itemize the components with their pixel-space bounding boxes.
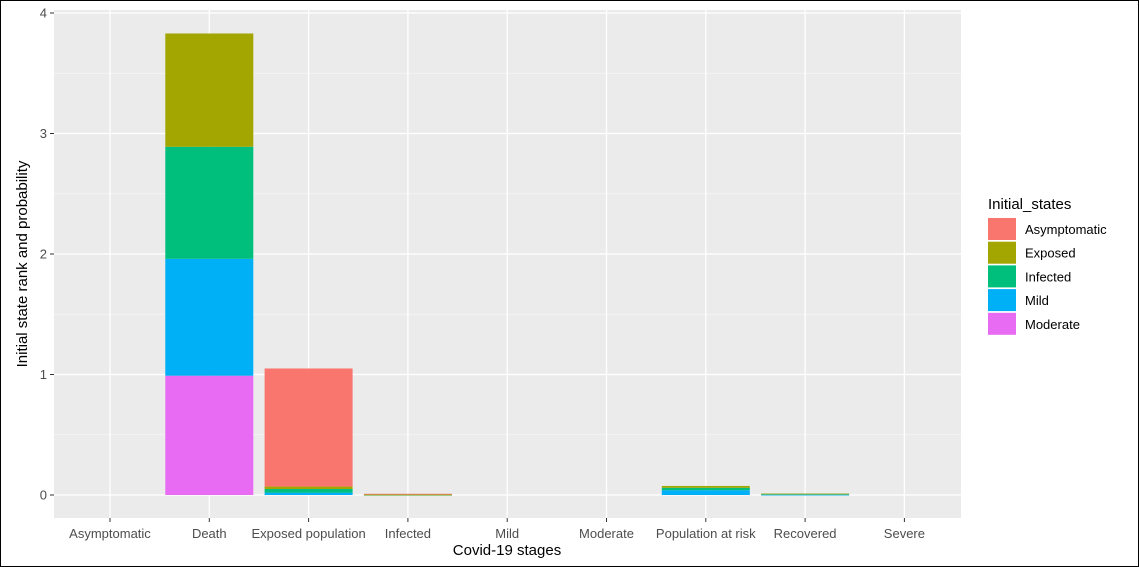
bar-segment-exposed — [661, 485, 750, 488]
legend-label: Exposed — [1025, 246, 1076, 261]
bar-segment-mild — [761, 494, 850, 496]
bar-segment-exposed — [165, 33, 254, 147]
bar-segment-infected — [264, 488, 353, 493]
legend-key-infected — [988, 265, 1016, 288]
x-tick-label: Asymptomatic — [69, 526, 151, 541]
y-tick-label: 3 — [40, 126, 47, 141]
legend-key-mild — [988, 289, 1016, 312]
bar-segment-exposed — [363, 494, 452, 496]
bars — [165, 33, 850, 496]
x-tick-label: Exposed population — [251, 526, 365, 541]
bar-segment-asymptomatic — [264, 368, 353, 487]
y-tick-label: 1 — [40, 367, 47, 382]
y-tick-label: 2 — [40, 247, 47, 262]
legend-key-exposed — [988, 241, 1016, 264]
bar-segment-mild — [264, 492, 353, 495]
bar-segment-mild — [165, 258, 254, 376]
bar-segment-infected — [165, 146, 254, 259]
bar-segment-infected — [661, 487, 750, 491]
bar-segment-asymptomatic — [363, 493, 452, 495]
y-axis-title: Initial state rank and probability — [14, 160, 31, 367]
y-tick-label: 0 — [40, 488, 47, 503]
legend-key-moderate — [988, 312, 1016, 335]
x-axis: Asymptomatic Death Exposed population Infec… — [69, 518, 925, 541]
bar-segment-moderate — [165, 375, 254, 495]
legend-key-asymptomatic — [988, 218, 1016, 240]
x-tick-label: Mild — [495, 526, 519, 541]
y-tick-label: 4 — [40, 6, 47, 21]
bar-segment-exposed — [761, 493, 850, 495]
bar-segment-exposed — [264, 486, 353, 489]
x-tick-label: Recovered — [774, 526, 837, 541]
bar-segment-mild — [661, 490, 750, 495]
x-tick-label: Population at risk — [656, 526, 756, 541]
x-axis-title: Covid-19 stages — [453, 542, 561, 559]
legend-label: Mild — [1025, 293, 1049, 308]
legend-label: Moderate — [1025, 317, 1080, 332]
legend-title: Initial_states — [988, 196, 1071, 213]
legend-label: Infected — [1025, 269, 1071, 284]
legend: Initial_states Asymptomatic Exposed Infect… — [988, 196, 1107, 335]
legend-label: Asymptomatic — [1025, 222, 1107, 237]
x-tick-label: Death — [192, 526, 227, 541]
x-tick-label: Moderate — [579, 526, 634, 541]
y-axis: 0 1 2 3 4 — [40, 6, 54, 503]
x-tick-label: Severe — [884, 526, 925, 541]
x-tick-label: Infected — [385, 526, 431, 541]
